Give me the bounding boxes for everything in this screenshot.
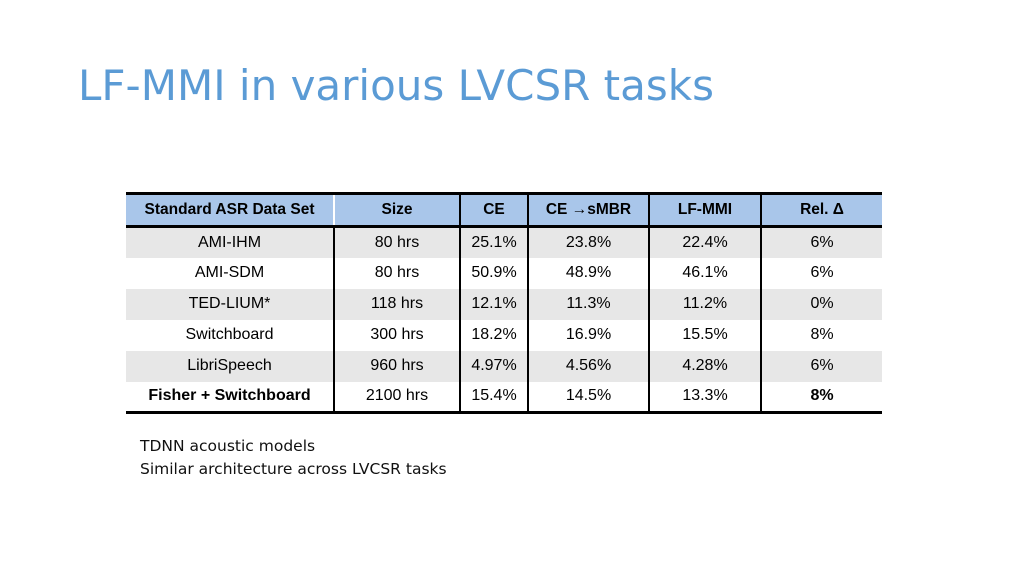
table-row: AMI-SDM 80 hrs 50.9% 48.9% 46.1% 6%	[126, 257, 882, 289]
cell-rel-delta: 0%	[760, 288, 882, 320]
cell-size: 80 hrs	[333, 257, 460, 289]
slide-title: LF-MMI in various LVCSR tasks	[78, 61, 714, 110]
cell-ce-smbr: 14.5%	[527, 381, 649, 413]
cell-size: 960 hrs	[333, 350, 460, 382]
cell-ce: 4.97%	[459, 350, 528, 382]
cell-rel-delta: 6%	[760, 257, 882, 289]
cell-ce: 25.1%	[459, 226, 528, 258]
header-dataset: Standard ASR Data Set	[126, 192, 334, 228]
cell-ce-smbr: 16.9%	[527, 319, 649, 351]
cell-dataset: TED-LIUM*	[188, 295, 271, 312]
cell-ce: 15.4%	[459, 381, 528, 413]
cell-lf-mmi: 22.4%	[648, 226, 761, 258]
cell-lf-mmi: 46.1%	[648, 257, 761, 289]
cell-ce-smbr: 4.56%	[527, 350, 649, 382]
cell-lf-mmi: 15.5%	[648, 319, 761, 351]
cell-ce-smbr: 48.9%	[527, 257, 649, 289]
results-table: Standard ASR Data Set Size CE CE →sMBR L…	[126, 192, 882, 414]
header-lf-mmi: LF-MMI	[648, 192, 761, 228]
cell-rel-delta: 6%	[760, 350, 882, 382]
cell-ce: 12.1%	[459, 288, 528, 320]
note-line: Similar architecture across LVCSR tasks	[140, 460, 447, 478]
table-row: LibriSpeech 960 hrs 4.97% 4.56% 4.28% 6%	[126, 350, 882, 382]
table-row: Switchboard 300 hrs 18.2% 16.9% 15.5% 8%	[126, 319, 882, 351]
header-ce: CE	[459, 192, 528, 228]
cell-dataset: Fisher + Switchboard	[148, 387, 311, 405]
cell-ce-smbr: 23.8%	[527, 226, 649, 258]
cell-dataset: AMI-IHM	[197, 233, 262, 251]
cell-rel-delta: 8%	[760, 319, 882, 351]
header-ce-smbr: CE →sMBR	[527, 192, 649, 228]
cell-dataset: LibriSpeech	[187, 357, 272, 374]
cell-ce: 18.2%	[459, 319, 528, 351]
table-row: AMI-IHM 80 hrs 25.1% 23.8% 22.4% 6%	[126, 226, 882, 258]
cell-size: 300 hrs	[333, 319, 460, 351]
cell-lf-mmi: 4.28%	[648, 350, 761, 382]
cell-lf-mmi: 13.3%	[648, 381, 761, 413]
cell-dataset: Switchboard	[185, 326, 274, 343]
header-size: Size	[333, 192, 460, 228]
cell-ce: 50.9%	[459, 257, 528, 289]
cell-ce-smbr: 11.3%	[527, 288, 649, 320]
cell-rel-delta: 8%	[760, 381, 882, 413]
results-table-container: Standard ASR Data Set Size CE CE →sMBR L…	[126, 192, 882, 414]
note-line: TDNN acoustic models	[140, 437, 316, 455]
table-header-row: Standard ASR Data Set Size CE CE →sMBR L…	[126, 192, 882, 228]
header-rel-delta: Rel. Δ	[760, 192, 882, 228]
cell-lf-mmi: 11.2%	[648, 288, 761, 320]
cell-dataset: AMI-SDM	[194, 264, 265, 281]
table-row: Fisher + Switchboard 2100 hrs 15.4% 14.5…	[126, 381, 882, 413]
cell-size: 118 hrs	[333, 288, 460, 320]
table-row: TED-LIUM* 118 hrs 12.1% 11.3% 11.2% 0%	[126, 288, 882, 320]
cell-size: 80 hrs	[333, 226, 460, 258]
cell-size: 2100 hrs	[333, 381, 460, 413]
slide-notes: TDNN acoustic models Similar architectur…	[140, 435, 447, 481]
cell-rel-delta: 6%	[760, 226, 882, 258]
